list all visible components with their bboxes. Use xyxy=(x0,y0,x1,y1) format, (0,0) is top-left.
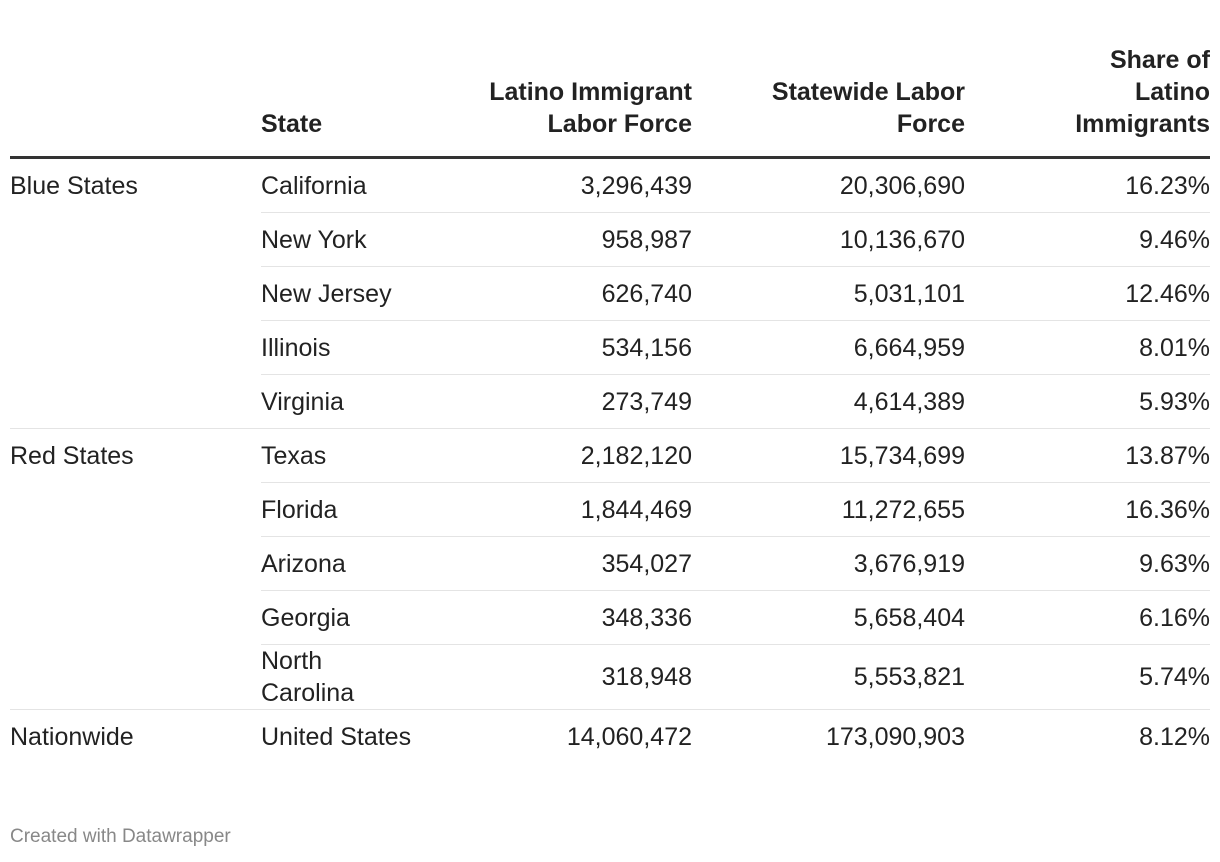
state-cell: New Jersey xyxy=(261,266,441,321)
state-cell: Virginia xyxy=(261,374,441,429)
header-group xyxy=(10,44,261,159)
table-row: Illinois 534,156 6,664,959 8.01% xyxy=(10,320,1210,375)
group-cell xyxy=(10,267,261,321)
table-row: Florida 1,844,469 11,272,655 16.36% xyxy=(10,482,1210,537)
table-row: Red States Texas 2,182,120 15,734,699 13.87% xyxy=(10,428,1210,483)
group-cell: Blue States xyxy=(10,171,138,200)
share-cell: 5.74% xyxy=(965,644,1210,710)
table-row: New Jersey 626,740 5,031,101 12.46% xyxy=(10,266,1210,321)
table-row: Virginia 273,749 4,614,389 5.93% xyxy=(10,374,1210,429)
latino-labor-force-cell: 14,060,472 xyxy=(566,722,692,751)
share-cell: 13.87% xyxy=(965,428,1210,483)
group-cell xyxy=(10,374,261,429)
header-state: State xyxy=(261,44,441,159)
statewide-labor-force-cell: 20,306,690 xyxy=(692,157,965,213)
state-cell: North Carolina xyxy=(261,644,441,710)
table-row: Arizona 354,027 3,676,919 9.63% xyxy=(10,536,1210,591)
header-latino-labor-force: Latino Immigrant Labor Force xyxy=(441,44,692,159)
state-cell: Texas xyxy=(261,428,441,483)
statewide-labor-force-cell: 10,136,670 xyxy=(692,212,965,267)
statewide-labor-force-cell: 11,272,655 xyxy=(692,482,965,537)
share-cell: 16.36% xyxy=(965,482,1210,537)
statewide-labor-force-cell: 5,553,821 xyxy=(692,644,965,710)
latino-labor-force-cell: 1,844,469 xyxy=(441,482,692,537)
state-cell: Georgia xyxy=(261,590,441,645)
state-cell: New York xyxy=(261,212,441,267)
share-cell: 8.12% xyxy=(1139,722,1210,751)
share-cell: 8.01% xyxy=(965,320,1210,375)
table-row: Blue States California 3,296,439 20,306,690… xyxy=(10,157,1210,213)
data-table: State Latino Immigrant Labor Force State… xyxy=(10,44,1210,763)
state-cell: California xyxy=(261,157,441,213)
group-cell xyxy=(10,537,261,591)
table-row: North Carolina 318,948 5,553,821 5.74% xyxy=(10,644,1210,710)
statewide-labor-force-cell: 3,676,919 xyxy=(692,536,965,591)
statewide-labor-force-cell: 4,614,389 xyxy=(692,374,965,429)
share-cell: 6.16% xyxy=(965,590,1210,645)
group-cell xyxy=(10,321,261,375)
latino-labor-force-cell: 958,987 xyxy=(441,212,692,267)
share-cell: 9.63% xyxy=(965,536,1210,591)
group-cell: Nationwide xyxy=(10,722,134,751)
statewide-labor-force-cell: 5,658,404 xyxy=(692,590,965,645)
state-cell: Illinois xyxy=(261,320,441,375)
share-cell: 16.23% xyxy=(965,157,1210,213)
table-row: Georgia 348,336 5,658,404 6.16% xyxy=(10,590,1210,645)
share-cell: 5.93% xyxy=(965,374,1210,429)
group-cell xyxy=(10,591,261,645)
statewide-labor-force-cell: 15,734,699 xyxy=(692,428,965,483)
header-statewide-labor-force: Statewide Labor Force xyxy=(692,44,965,159)
latino-labor-force-cell: 3,296,439 xyxy=(441,157,692,213)
latino-labor-force-cell: 534,156 xyxy=(441,320,692,375)
statewide-labor-force-cell: 6,664,959 xyxy=(692,320,965,375)
latino-labor-force-cell: 318,948 xyxy=(441,644,692,710)
share-cell: 9.46% xyxy=(965,212,1210,267)
group-cell xyxy=(10,213,261,267)
statewide-labor-force-cell: 5,031,101 xyxy=(692,266,965,321)
table-row: Nationwide United States 14,060,472 173,090… xyxy=(10,710,1210,764)
group-cell: Red States xyxy=(10,441,134,470)
footer-credit: Created with Datawrapper xyxy=(10,826,231,847)
group-cell xyxy=(10,644,261,710)
latino-labor-force-cell: 354,027 xyxy=(441,536,692,591)
header-share: Share of Latino Immigrants xyxy=(965,44,1210,159)
group-cell xyxy=(10,483,261,537)
table-header-row: State Latino Immigrant Labor Force State… xyxy=(10,44,1210,159)
latino-labor-force-cell: 2,182,120 xyxy=(441,428,692,483)
table-row: New York 958,987 10,136,670 9.46% xyxy=(10,212,1210,267)
latino-labor-force-cell: 273,749 xyxy=(441,374,692,429)
state-cell: Arizona xyxy=(261,536,441,591)
latino-labor-force-cell: 626,740 xyxy=(441,266,692,321)
statewide-labor-force-cell: 173,090,903 xyxy=(825,722,965,751)
latino-labor-force-cell: 348,336 xyxy=(441,590,692,645)
share-cell: 12.46% xyxy=(965,266,1210,321)
state-cell: United States xyxy=(261,722,412,751)
state-cell: Florida xyxy=(261,482,441,537)
